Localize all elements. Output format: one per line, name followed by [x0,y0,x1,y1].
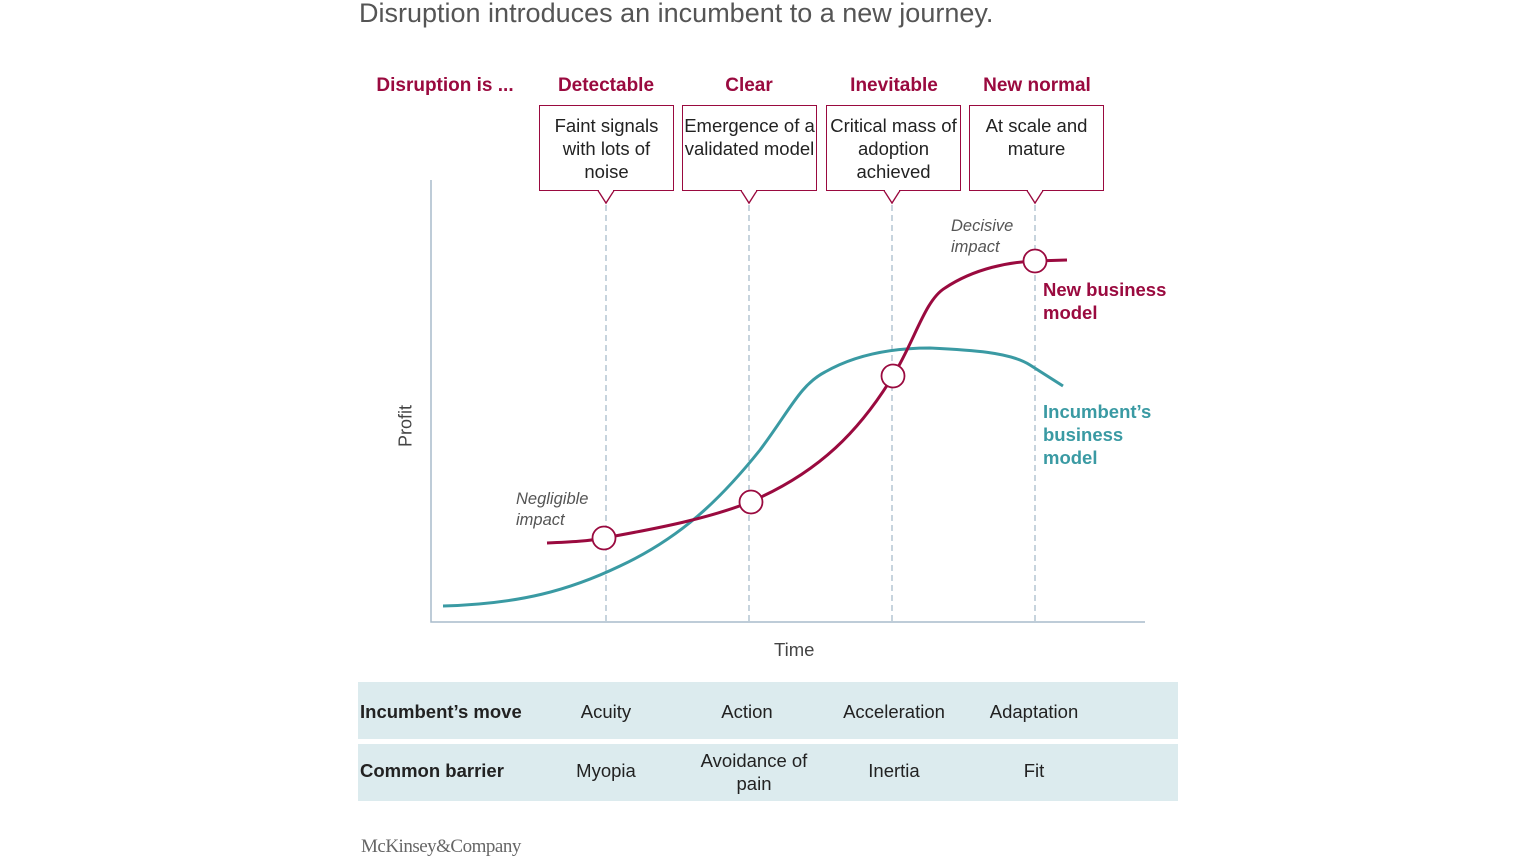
table-cell: Myopia [576,760,636,781]
row-header: Common barrier [360,760,504,781]
milestone-marker [591,525,617,551]
callout-pointer [597,189,615,205]
milestone-marker [880,363,906,389]
table-cell: Adaptation [989,701,1079,722]
stage-dividers [605,195,1036,622]
stage-label-inevitable: Inevitable [850,75,938,96]
table-cell: Avoidance of pain [700,750,808,794]
stage-description-box: At scale and mature [969,105,1104,191]
negligible-impact-note: Negligible impact [516,490,589,529]
table-cell: Fit [1023,760,1045,781]
mckinsey-logo: McKinsey&Company [361,836,521,857]
row-header: Incumbent’s move [360,701,522,722]
y-axis-label: Profit [395,404,416,448]
table-cell: Inertia [868,760,920,781]
stage-description-box: Emergence of a validated model [682,105,817,191]
new-model-label: New business model [1043,279,1167,323]
table-cell: Acuity [580,701,632,722]
table-row-incumbent-move: Incumbent’s move Acuity Action Accelerat… [358,682,1178,739]
milestone-marker [738,489,764,515]
page-title: Disruption introduces an incumbent to a … [359,0,994,28]
stage-description-box: Critical mass of adoption achieved [826,105,961,191]
incumbent-curve [442,346,1064,608]
table-row-common-barrier: Common barrier Myopia Avoidance of pain … [358,744,1178,801]
incumbent-model-label: Incumbent’s business model [1043,401,1152,468]
callout-pointer [740,189,758,205]
milestone-marker [1022,248,1048,274]
stage-label-clear: Clear [725,75,773,96]
stage-description-box: Faint signals with lots of noise [539,105,674,191]
table-cell: Action [721,701,773,722]
axes [430,180,1145,623]
stage-label-detectable: Detectable [557,75,655,96]
new-model-curve [546,258,1068,545]
stage-label-new-normal: New normal [983,75,1091,96]
decisive-impact-note: Decisive impact [951,217,1014,256]
callout-pointer [1026,189,1044,205]
stage-header: Disruption is ... [376,75,514,96]
callout-pointer [883,189,901,205]
table-cell: Acceleration [843,701,945,722]
x-axis-label: Time [774,639,815,660]
